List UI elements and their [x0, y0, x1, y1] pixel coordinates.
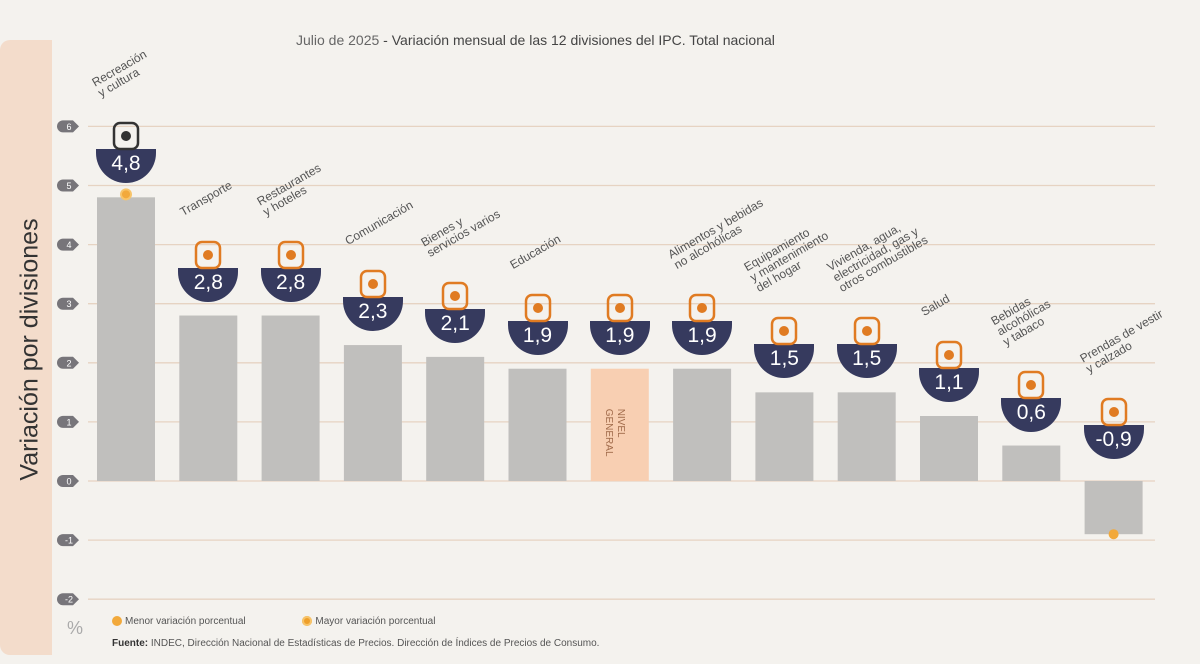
first-aid-icon — [935, 340, 963, 370]
book-icon — [524, 293, 551, 322]
y-tick-marker — [57, 534, 79, 547]
legend-max-marker — [302, 616, 313, 627]
y-tick-label: 5 — [66, 181, 71, 191]
bar — [261, 315, 320, 481]
min-marker — [1108, 529, 1119, 540]
y-tick-marker — [57, 356, 79, 369]
y-tick-label: 0 — [66, 477, 71, 487]
lightbulb-icon — [853, 317, 880, 346]
y-tick-marker — [57, 120, 79, 133]
y-axis-panel — [0, 40, 52, 655]
umbrella-icon — [112, 122, 140, 151]
legend-max-label: Mayor variación porcentual — [315, 616, 436, 627]
bar — [920, 415, 978, 481]
bar — [837, 392, 896, 481]
max-marker — [120, 188, 132, 201]
source-label: Fuente: — [112, 638, 149, 649]
bar — [97, 197, 155, 481]
phone-icon — [359, 269, 387, 299]
y-tick-label: 6 — [66, 122, 71, 132]
y-tick-label: 4 — [66, 240, 71, 250]
y-tick-label: -1 — [65, 536, 73, 546]
general-bar-label: NIVELGENERAL — [603, 409, 626, 457]
bar — [179, 315, 238, 481]
air-conditioner-icon — [771, 317, 798, 346]
bar-nivel-general — [590, 368, 649, 481]
legend-min-label: Menor variación porcentual — [125, 616, 246, 627]
bar — [343, 345, 402, 481]
title-text: - Variación mensual de las 12 divisiones… — [379, 32, 775, 48]
y-tick-marker — [57, 475, 79, 487]
bottle-icon — [1018, 370, 1045, 399]
car-icon — [195, 240, 222, 269]
bar — [1002, 445, 1061, 481]
unit-label: % — [67, 618, 84, 638]
chart-title: Julio de 2025 - Variación mensual de las… — [296, 32, 775, 48]
bar — [508, 368, 567, 481]
bar — [755, 392, 814, 481]
source-text: INDEC, Dirección Nacional de Estadística… — [148, 638, 600, 649]
y-tick-marker — [57, 415, 79, 428]
y-tick-marker — [57, 238, 79, 251]
y-tick-label: 3 — [66, 299, 71, 309]
legend-max: Mayor variación porcentual — [302, 616, 435, 627]
chicken-icon — [688, 293, 716, 322]
bar — [1084, 481, 1143, 535]
legend-min-marker — [112, 616, 122, 627]
bar — [673, 368, 732, 481]
y-tick-label: 1 — [66, 417, 71, 427]
y-tick-marker — [57, 179, 79, 192]
scissors-icon — [441, 281, 469, 311]
cutlery-icon — [277, 240, 304, 269]
basket-icon — [606, 293, 634, 322]
tshirt-icon — [1100, 397, 1127, 427]
legend-min: Menor variación porcentual — [112, 616, 246, 627]
y-tick-label: -2 — [65, 595, 73, 605]
source-note: Fuente: INDEC, Dirección Nacional de Est… — [112, 638, 599, 649]
y-tick-marker — [57, 593, 79, 606]
title-date: Julio de 2025 — [296, 32, 380, 48]
value-label: 0,6 — [1001, 397, 1062, 432]
bar — [426, 356, 485, 481]
y-tick-label: 2 — [66, 358, 71, 368]
y-tick-marker — [57, 297, 79, 310]
legend: Menor variación porcentual Mayor variaci… — [112, 616, 489, 627]
